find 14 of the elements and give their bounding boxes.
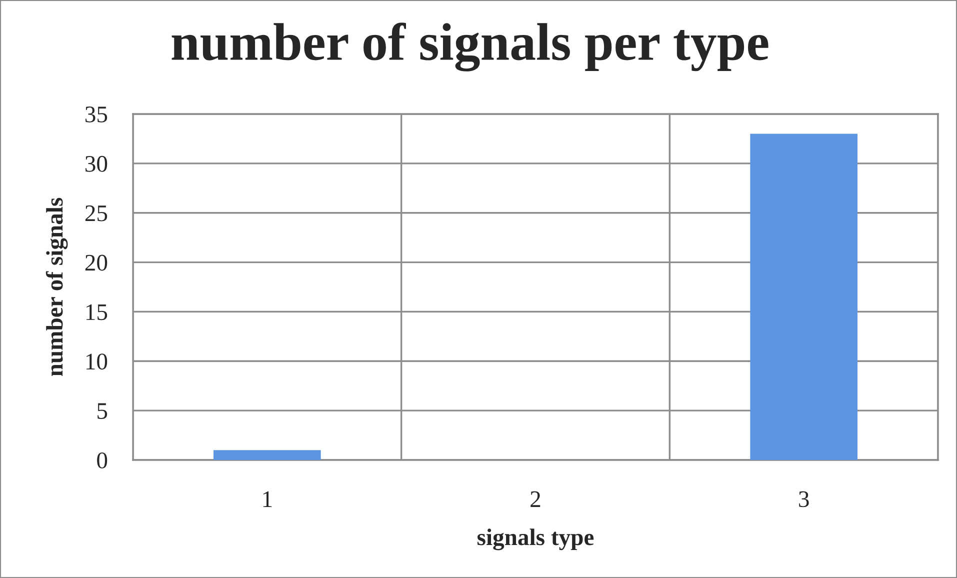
y-axis-title: number of signals (46, 198, 68, 376)
x-tick-label: 3 (799, 491, 809, 508)
y-tick-label: 20 (85, 254, 108, 271)
y-tick-label: 35 (86, 106, 108, 122)
x-axis-title: signals type (478, 528, 594, 550)
x-tick-label: 2 (530, 491, 540, 507)
y-tick-label: 25 (85, 205, 108, 222)
y-tick-label: 0 (97, 452, 108, 468)
chart-title: number of signals per type (172, 22, 768, 72)
y-tick-label: 5 (98, 403, 108, 419)
y-tick-label: 10 (86, 354, 108, 370)
y-tick-label: 15 (86, 304, 108, 320)
y-tick-label: 30 (86, 156, 108, 172)
x-tick-label: 1 (263, 491, 272, 507)
